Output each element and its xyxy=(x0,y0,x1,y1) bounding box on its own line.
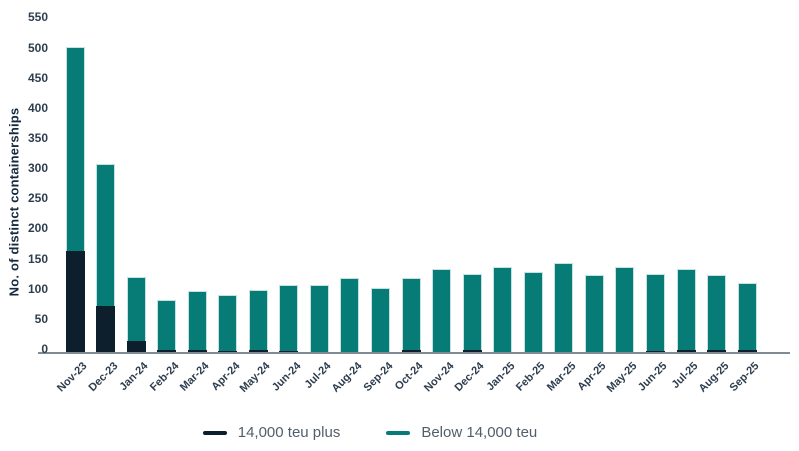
y-tick-450: 450 xyxy=(27,70,48,85)
segment-14000-teu-plus xyxy=(157,350,177,352)
segment-below-14000-teu xyxy=(676,269,696,350)
segment-below-14000-teu xyxy=(645,273,665,351)
y-tick-500: 500 xyxy=(27,40,48,55)
segment-below-14000-teu xyxy=(340,277,360,352)
bar-jul-25 xyxy=(676,269,696,352)
bar-oct-24 xyxy=(401,278,421,352)
bar-mar-24 xyxy=(187,291,207,352)
segment-below-14000-teu xyxy=(401,278,421,351)
segment-below-14000-teu xyxy=(96,164,116,307)
y-tick-150: 150 xyxy=(27,251,48,266)
bar-aug-25 xyxy=(707,274,727,352)
bar-sep-24 xyxy=(371,287,390,352)
legend-item-14000-teu-plus: 14,000 teu plus xyxy=(202,424,341,441)
segment-14000-teu-plus xyxy=(187,350,207,352)
segment-below-14000-teu xyxy=(309,284,329,352)
bar-jun-25 xyxy=(645,273,665,352)
segment-14000-teu-plus xyxy=(248,350,268,352)
segment-14000-teu-plus xyxy=(462,350,482,352)
segment-below-14000-teu xyxy=(493,266,513,352)
bar-feb-25 xyxy=(523,272,543,352)
segment-14000-teu-plus xyxy=(737,349,757,352)
bar-nov-24 xyxy=(432,269,452,352)
segment-below-14000-teu xyxy=(218,294,238,351)
bar-dec-23 xyxy=(96,164,116,352)
bar-may-25 xyxy=(615,267,635,352)
segment-below-14000-teu xyxy=(554,262,574,352)
segment-14000-teu-plus xyxy=(126,341,146,352)
bar-dec-24 xyxy=(462,273,482,352)
legend-label: 14,000 teu plus xyxy=(237,424,341,441)
segment-below-14000-teu xyxy=(248,289,268,351)
x-axis-line xyxy=(38,352,790,354)
segment-14000-teu-plus xyxy=(707,349,727,352)
segment-14000-teu-plus xyxy=(96,306,116,352)
chart-legend: 14,000 teu plus Below 14,000 teu xyxy=(0,424,740,441)
segment-14000-teu-plus xyxy=(65,251,85,352)
y-tick-550: 550 xyxy=(27,10,48,25)
segment-14000-teu-plus xyxy=(645,350,665,352)
segment-below-14000-teu xyxy=(462,273,482,351)
bar-mar-25 xyxy=(554,262,574,352)
segment-14000-teu-plus xyxy=(676,349,696,352)
bar-jul-24 xyxy=(309,284,329,352)
segment-below-14000-teu xyxy=(615,267,635,352)
legend-item-below-14000-teu: Below 14,000 teu xyxy=(386,424,537,441)
legend-dash-icon xyxy=(386,430,411,435)
segment-below-14000-teu xyxy=(65,47,85,252)
segment-below-14000-teu xyxy=(157,300,177,351)
segment-below-14000-teu xyxy=(187,291,207,351)
bar-jun-24 xyxy=(279,284,299,352)
bar-sep-25 xyxy=(737,283,757,352)
bar-jan-24 xyxy=(126,276,146,352)
bar-apr-25 xyxy=(584,274,604,352)
bar-may-24 xyxy=(248,289,268,352)
y-tick-100: 100 xyxy=(27,281,48,296)
y-tick-300: 300 xyxy=(27,161,48,176)
segment-below-14000-teu xyxy=(707,274,727,350)
segment-14000-teu-plus xyxy=(279,350,299,352)
segment-below-14000-teu xyxy=(126,276,146,342)
y-tick-400: 400 xyxy=(27,100,48,115)
bar-feb-24 xyxy=(157,300,177,352)
segment-14000-teu-plus xyxy=(401,350,421,352)
segment-below-14000-teu xyxy=(432,269,452,352)
y-tick-250: 250 xyxy=(27,191,48,206)
segment-below-14000-teu xyxy=(371,287,390,352)
bar-jan-25 xyxy=(493,266,513,352)
segment-below-14000-teu xyxy=(523,272,543,352)
bar-aug-24 xyxy=(340,277,360,352)
segment-below-14000-teu xyxy=(584,274,604,352)
plot-area xyxy=(65,47,757,352)
legend-label: Below 14,000 teu xyxy=(421,424,538,441)
y-tick-0: 0 xyxy=(41,342,48,356)
segment-below-14000-teu xyxy=(737,283,757,350)
bar-apr-24 xyxy=(218,294,238,352)
legend-dash-icon xyxy=(202,430,227,435)
y-tick-200: 200 xyxy=(27,221,48,236)
bar-nov-23 xyxy=(65,47,85,352)
segment-14000-teu-plus xyxy=(218,350,238,352)
y-tick-350: 350 xyxy=(27,130,48,145)
segment-below-14000-teu xyxy=(279,284,299,351)
y-tick-50: 50 xyxy=(34,311,48,326)
